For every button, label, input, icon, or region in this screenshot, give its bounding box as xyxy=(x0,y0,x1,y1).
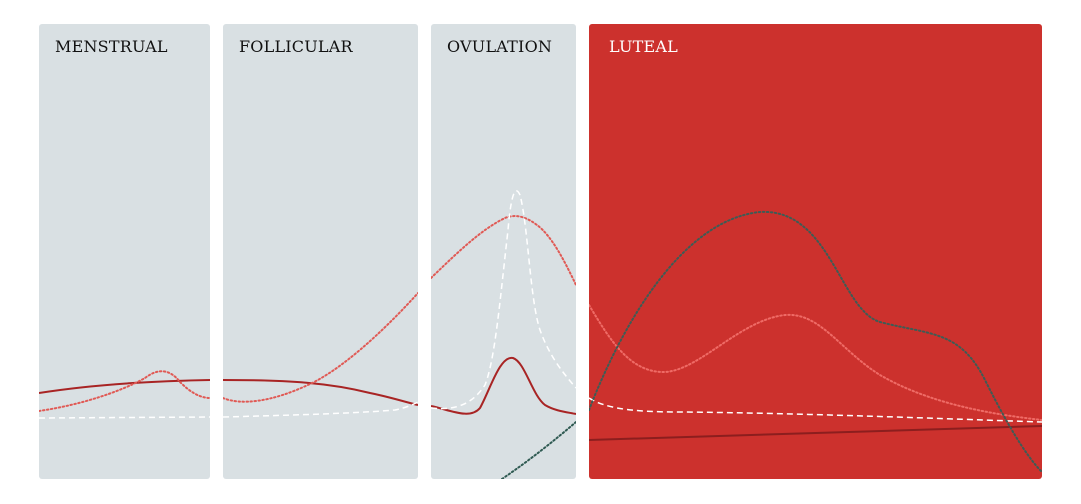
phase-panel-menstrual: MENSTRUAL xyxy=(39,24,210,479)
curve-solid-ovulation xyxy=(431,356,576,415)
phase-panel-ovulation: OVULATION xyxy=(431,24,576,479)
curves-ovulation xyxy=(431,190,576,479)
curve-solid-follicular xyxy=(223,379,418,406)
phase-panel-luteal: LUTEAL xyxy=(589,24,1042,479)
curve-solid-menstrual xyxy=(39,379,210,394)
curves-menstrual xyxy=(39,370,210,419)
curves-luteal xyxy=(589,210,1042,473)
curve-solid-luteal xyxy=(589,425,1042,441)
curve-dotted-red-menstrual xyxy=(39,370,210,412)
curve-dotted-green-luteal xyxy=(589,210,1042,473)
curve-dashed-white-follicular xyxy=(223,401,418,418)
curve-dashed-white-luteal xyxy=(589,397,1042,423)
curve-dotted-red-ovulation xyxy=(431,215,576,286)
curve-dotted-red-luteal xyxy=(589,304,1042,421)
curve-dashed-white-menstrual xyxy=(39,416,210,419)
phase-label-follicular: FOLLICULAR xyxy=(239,37,353,56)
phase-label-luteal: LUTEAL xyxy=(609,37,678,56)
phase-label-ovulation: OVULATION xyxy=(447,37,553,56)
phase-panel-follicular: FOLLICULAR xyxy=(223,24,418,479)
curves-follicular xyxy=(223,292,418,418)
curve-dotted-red-follicular xyxy=(223,292,418,403)
phase-label-menstrual: MENSTRUAL xyxy=(55,37,168,56)
curve-dashed-white-ovulation xyxy=(431,190,576,410)
curve-dotted-green-ovulation xyxy=(501,421,576,479)
